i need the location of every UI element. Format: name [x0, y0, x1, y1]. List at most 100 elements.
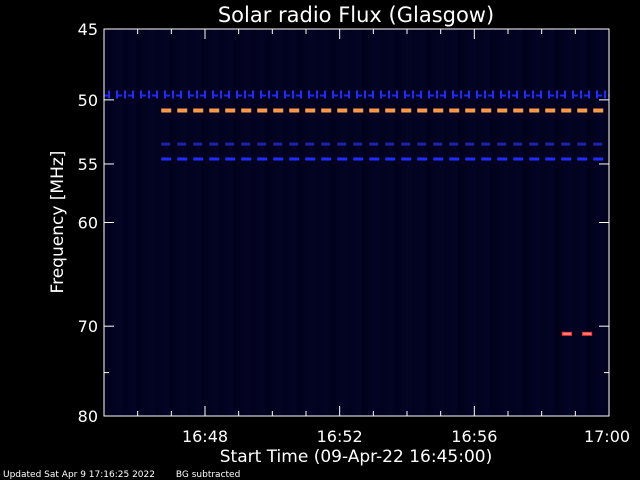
noise-column — [374, 29, 380, 416]
noise-column — [549, 29, 555, 416]
noise-column — [126, 29, 132, 416]
radio-burst-core — [583, 332, 592, 335]
noise-column — [310, 29, 316, 416]
noise-column — [145, 29, 151, 416]
x-tick-label: 16:48 — [182, 427, 228, 446]
updated-timestamp: Updated Sat Apr 9 17:16:25 2022 — [3, 470, 155, 480]
y-tick-label: 45 — [78, 20, 98, 39]
noise-column — [260, 29, 266, 416]
noise-column — [333, 29, 339, 416]
noise-column — [498, 29, 504, 416]
noise-column — [347, 29, 353, 416]
noise-column — [278, 29, 284, 416]
noise-column — [246, 29, 252, 416]
noise-column — [590, 29, 596, 416]
noise-column — [439, 29, 445, 416]
noise-column — [553, 29, 559, 416]
noise-column — [168, 29, 174, 416]
noise-column — [306, 29, 311, 416]
y-tick-label: 70 — [78, 317, 98, 336]
x-tick-label: 16:52 — [317, 427, 363, 446]
noise-column — [508, 29, 513, 416]
y-axis-label: Frequency [MHz] — [48, 151, 68, 294]
noise-column — [429, 29, 435, 416]
y-tick-label: 80 — [78, 407, 98, 426]
noise-column — [503, 29, 509, 416]
noise-column — [319, 29, 325, 416]
noise-column — [489, 29, 495, 416]
noise-column — [191, 29, 197, 416]
noise-column — [558, 29, 564, 416]
noise-column — [149, 29, 155, 416]
noise-column — [434, 29, 440, 416]
noise-column — [200, 29, 206, 416]
noise-column — [388, 29, 394, 416]
radio-burst-core — [562, 332, 571, 335]
footer-status: Updated Sat Apr 9 17:16:25 2022 BG subtr… — [3, 470, 258, 480]
noise-column — [218, 29, 224, 416]
noise-column — [122, 29, 128, 416]
noise-column — [540, 29, 546, 416]
noise-column — [356, 29, 362, 416]
noise-column — [521, 29, 527, 416]
noise-column — [255, 29, 261, 416]
noise-column — [159, 29, 165, 416]
noise-column — [182, 29, 188, 416]
noise-column — [117, 29, 123, 416]
noise-column — [425, 29, 431, 416]
noise-column — [205, 29, 210, 416]
noise-column — [420, 29, 426, 416]
x-axis-label: Start Time (09-Apr-22 16:45:00) — [220, 447, 492, 467]
noise-column — [411, 29, 417, 416]
noise-column — [287, 29, 293, 416]
noise-column — [328, 29, 334, 416]
noise-column — [530, 29, 536, 416]
noise-column — [595, 29, 601, 416]
noise-column — [113, 29, 119, 416]
noise-column — [250, 29, 256, 416]
y-tick-label: 50 — [78, 91, 98, 110]
noise-column — [379, 29, 385, 416]
noise-column — [269, 29, 275, 416]
noise-column — [397, 29, 403, 416]
x-tick-label: 17:00 — [584, 427, 630, 446]
noise-column — [315, 29, 321, 416]
noise-column — [195, 29, 201, 416]
noise-column — [475, 29, 481, 416]
noise-column — [535, 29, 541, 416]
noise-column — [384, 29, 390, 416]
noise-column — [365, 29, 371, 416]
noise-column — [457, 29, 463, 416]
noise-column — [563, 29, 569, 416]
noise-column — [232, 29, 238, 416]
noise-column — [223, 29, 229, 416]
noise-column — [370, 29, 376, 416]
noise-column — [485, 29, 491, 416]
noise-column — [136, 29, 142, 416]
noise-column — [361, 29, 367, 416]
bg-subtracted-note: BG subtracted — [175, 470, 241, 480]
noise-column — [241, 29, 247, 416]
noise-column — [209, 29, 215, 416]
noise-column — [154, 29, 160, 416]
noise-column — [177, 29, 183, 416]
noise-column — [186, 29, 192, 416]
noise-column — [494, 29, 500, 416]
noise-column — [342, 29, 348, 416]
noise-column — [227, 29, 233, 416]
noise-column — [140, 29, 146, 416]
noise-column — [576, 29, 582, 416]
noise-column — [480, 29, 486, 416]
noise-column — [471, 29, 477, 416]
noise-column — [237, 29, 243, 416]
noise-column — [131, 29, 137, 416]
noise-column — [324, 29, 330, 416]
noise-column — [338, 29, 344, 416]
noise-column — [264, 29, 270, 416]
noise-column — [283, 29, 289, 416]
noise-column — [448, 29, 454, 416]
noise-column — [567, 29, 573, 416]
y-tick-label: 55 — [78, 155, 98, 174]
noise-column — [163, 29, 169, 416]
noise-column — [526, 29, 532, 416]
